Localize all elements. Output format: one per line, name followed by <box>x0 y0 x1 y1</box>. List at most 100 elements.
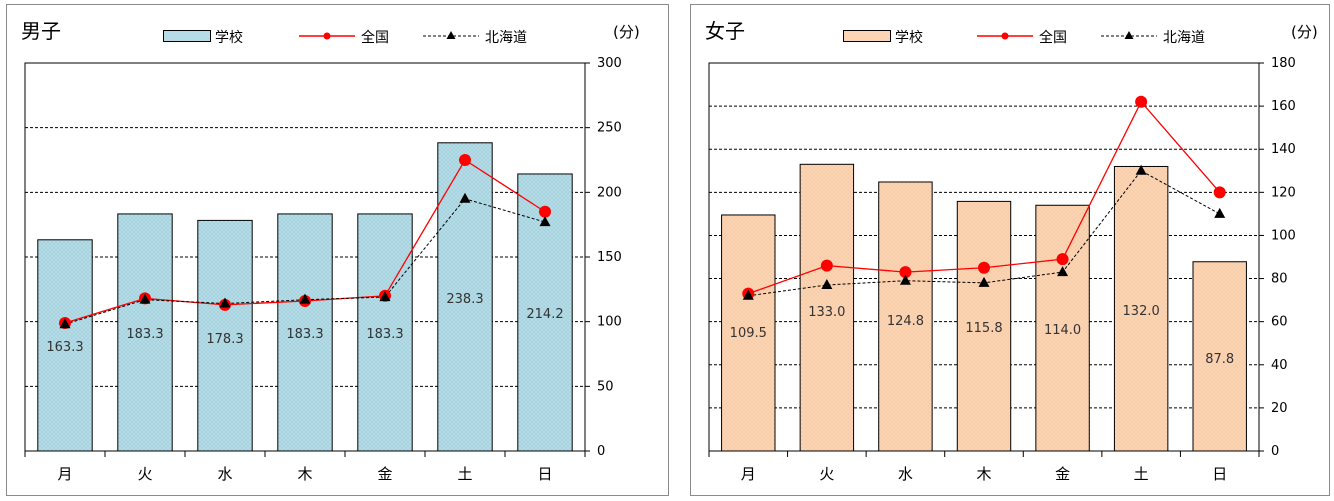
y-tick-label: 50 <box>597 379 614 394</box>
y-tick-label: 0 <box>597 444 605 459</box>
x-category-label: 金 <box>377 465 392 483</box>
national-point <box>459 154 471 166</box>
bar-data-label: 183.3 <box>126 327 163 342</box>
bar-data-label: 109.5 <box>730 326 767 341</box>
bar-data-label: 238.3 <box>446 292 483 307</box>
y-tick-label: 160 <box>1271 99 1296 114</box>
national-point <box>539 205 551 218</box>
hokkaido-point <box>59 318 71 329</box>
hokkaido-point <box>539 216 551 227</box>
x-category-label: 火 <box>137 465 152 483</box>
hokkaido-point <box>742 289 754 300</box>
bar-data-label: 115.8 <box>965 321 1002 336</box>
legend-swatch-hokkaido <box>1101 31 1157 39</box>
bar <box>1192 261 1247 452</box>
bar-data-label: 214.2 <box>526 307 563 322</box>
legend-label-school: 学校 <box>215 30 243 46</box>
legend-label-national: 全国 <box>361 30 389 46</box>
legend-label-school: 学校 <box>895 30 923 46</box>
legend-swatch-school <box>843 30 891 42</box>
legend-label-hokkaido: 北海道 <box>485 30 527 46</box>
bar-data-label: 87.8 <box>1205 352 1234 367</box>
bar <box>357 213 413 452</box>
x-category-label: 日 <box>1212 465 1227 483</box>
hokkaido-point <box>379 291 391 302</box>
girls-chart-svg: 0 20 40 60 80 100 120 140 160 180 月 火 水 木 金 土 日 109.5 133.… <box>708 56 1296 483</box>
x-category-label: 土 <box>457 465 472 483</box>
boys-unit-label: (分) <box>613 23 640 41</box>
legend-swatch-national <box>299 32 355 40</box>
y-tick-label: 60 <box>1271 315 1288 330</box>
hokkaido-point <box>1057 266 1069 277</box>
y-tick-label: 100 <box>597 315 622 330</box>
x-category-label: 木 <box>297 465 312 483</box>
x-category-label: 木 <box>976 465 991 483</box>
y-tick-label: 20 <box>1271 401 1288 416</box>
national-point <box>820 259 833 272</box>
hokkaido-point <box>1135 164 1147 175</box>
hokkaido-point <box>219 297 231 308</box>
y-tick-label: 140 <box>1271 142 1296 157</box>
bar-data-label: 178.3 <box>206 332 243 347</box>
y-tick-label: 180 <box>1271 56 1296 71</box>
x-category-label: 月 <box>57 465 72 483</box>
hokkaido-point <box>299 293 311 304</box>
bar <box>277 213 333 452</box>
x-category-label: 日 <box>537 465 552 483</box>
legend-swatch-school <box>163 30 211 42</box>
y-tick-label: 250 <box>597 121 622 136</box>
bar-data-label: 183.3 <box>286 327 323 342</box>
bar-data-label: 163.3 <box>46 340 83 355</box>
x-category-label: 土 <box>1134 465 1149 483</box>
hokkaido-point <box>899 274 911 285</box>
girls-legend: 学校 全国 北海道 <box>843 27 1223 47</box>
boys-chart-svg: 0 50 100 150 200 250 300 月 火 水 木 金 土 日 163.3 183.3 178.3… <box>24 56 622 483</box>
boys-legend: 学校 全国 北海道 <box>163 27 543 47</box>
bar <box>197 219 253 452</box>
national-point <box>1213 186 1226 199</box>
girls-chart-panel: 0 20 40 60 80 100 120 140 160 180 月 火 水 木 金 土 日 109.5 133.… <box>690 4 1330 496</box>
y-tick-label: 0 <box>1271 444 1279 459</box>
bar <box>799 163 855 452</box>
y-tick-label: 120 <box>1271 185 1296 200</box>
y-tick-label: 150 <box>597 250 622 265</box>
bar <box>878 181 933 452</box>
national-point <box>899 266 912 279</box>
legend-label-national: 全国 <box>1039 30 1067 46</box>
national-point <box>978 261 990 274</box>
legend-label-hokkaido: 北海道 <box>1163 30 1205 46</box>
bar <box>1113 165 1169 452</box>
bar-data-label: 114.0 <box>1044 323 1081 338</box>
national-point <box>1135 95 1148 108</box>
bar-data-label: 132.0 <box>1123 304 1160 319</box>
hokkaido-point <box>978 276 990 287</box>
y-tick-label: 40 <box>1271 358 1288 373</box>
bar <box>37 239 93 452</box>
y-tick-label: 200 <box>597 185 622 200</box>
x-category-label: 月 <box>741 465 756 483</box>
bar-data-label: 183.3 <box>366 327 403 342</box>
y-tick-label: 300 <box>597 56 622 71</box>
y-tick-label: 100 <box>1271 228 1296 243</box>
hokkaido-point <box>459 192 471 203</box>
y-tick-label: 80 <box>1271 272 1288 287</box>
bar <box>117 213 173 452</box>
x-category-label: 水 <box>217 465 232 483</box>
x-category-label: 金 <box>1055 465 1070 483</box>
national-point <box>1056 253 1069 266</box>
boys-chart-title: 男子 <box>21 19 61 43</box>
x-category-label: 火 <box>819 465 834 483</box>
bar <box>1035 204 1090 452</box>
bar-data-label: 133.0 <box>808 305 845 320</box>
boys-chart-panel: 0 50 100 150 200 250 300 月 火 水 木 金 土 日 163.3 183.3 178.3… <box>6 4 669 496</box>
legend-swatch-national <box>977 32 1033 40</box>
hokkaido-point <box>139 293 151 304</box>
hokkaido-point <box>1214 207 1226 218</box>
girls-unit-label: (分) <box>1291 23 1318 41</box>
bar-data-label: 124.8 <box>887 314 924 329</box>
hokkaido-point <box>821 279 833 290</box>
bar <box>956 200 1012 452</box>
bar <box>721 214 776 452</box>
x-category-label: 水 <box>898 465 913 483</box>
girls-chart-title: 女子 <box>705 19 745 43</box>
